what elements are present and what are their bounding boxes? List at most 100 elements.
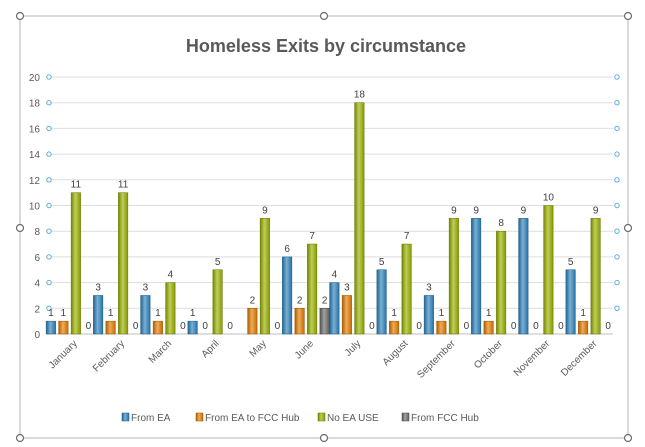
- bar[interactable]: [329, 282, 340, 335]
- data-label: 0: [464, 321, 470, 332]
- data-label: 1: [155, 308, 161, 319]
- bar[interactable]: [389, 320, 400, 335]
- data-label: 1: [486, 308, 492, 319]
- bar[interactable]: [319, 308, 330, 335]
- resize-handle[interactable]: [319, 433, 329, 443]
- data-label: 11: [118, 180, 129, 191]
- data-label: 6: [284, 244, 290, 255]
- data-label: 3: [344, 282, 350, 293]
- axis-marker: [614, 202, 620, 209]
- bar[interactable]: [247, 308, 258, 335]
- data-label: 18: [354, 90, 366, 101]
- data-label: 1: [61, 308, 67, 319]
- data-label: 0: [202, 321, 208, 332]
- bar[interactable]: [376, 269, 387, 335]
- resize-handle[interactable]: [623, 11, 633, 21]
- data-label: 2: [322, 295, 328, 306]
- bar[interactable]: [436, 320, 447, 335]
- data-label: 8: [498, 218, 504, 229]
- data-label: 1: [439, 308, 445, 319]
- data-label: 0: [605, 321, 611, 332]
- data-label: 7: [309, 231, 315, 242]
- bar[interactable]: [212, 269, 223, 335]
- legend-label: From FCC Hub: [411, 413, 479, 424]
- data-label: 4: [168, 270, 174, 281]
- data-label: 0: [133, 321, 139, 332]
- bar[interactable]: [58, 320, 69, 335]
- axis-marker: [614, 254, 620, 260]
- data-label: 0: [227, 321, 233, 332]
- chart-title: Homeless Exits by circumstance: [186, 36, 466, 56]
- data-label: 1: [190, 308, 196, 319]
- resize-handle[interactable]: [319, 11, 329, 21]
- axis-marker: [614, 228, 620, 234]
- bar[interactable]: [565, 269, 576, 335]
- bar[interactable]: [165, 282, 176, 335]
- bar[interactable]: [140, 295, 151, 335]
- bar[interactable]: [45, 320, 56, 335]
- data-label: 0: [558, 321, 564, 332]
- data-label: 4: [332, 270, 338, 281]
- y-tick-label: 6: [34, 253, 40, 264]
- data-label: 0: [86, 321, 92, 332]
- bar[interactable]: [282, 256, 293, 335]
- legend-swatch: [121, 412, 130, 422]
- resize-handle[interactable]: [15, 11, 25, 21]
- axis-marker: [46, 254, 52, 260]
- legend-label: From EA: [131, 413, 171, 424]
- resize-handle[interactable]: [15, 223, 25, 233]
- axis-marker: [46, 305, 52, 311]
- data-label: 1: [580, 308, 586, 319]
- axis-marker: [614, 279, 620, 286]
- axis-marker: [46, 74, 52, 80]
- bar[interactable]: [496, 230, 507, 335]
- axis-marker: [614, 100, 620, 106]
- axis-marker: [46, 151, 52, 157]
- bar[interactable]: [423, 295, 434, 335]
- bar[interactable]: [187, 320, 198, 335]
- bar[interactable]: [471, 218, 482, 335]
- chart-selection-frame[interactable]: [19, 15, 629, 439]
- bar[interactable]: [590, 218, 601, 335]
- bar[interactable]: [105, 320, 116, 335]
- y-tick-label: 10: [29, 202, 41, 213]
- bar[interactable]: [294, 308, 305, 335]
- data-label: 1: [108, 308, 114, 319]
- data-label: 5: [379, 257, 385, 268]
- axis-marker: [614, 74, 620, 80]
- bar[interactable]: [118, 192, 129, 335]
- bar[interactable]: [448, 218, 459, 335]
- bar[interactable]: [578, 320, 589, 335]
- bar[interactable]: [152, 320, 163, 335]
- y-tick-label: 16: [29, 124, 41, 135]
- bar[interactable]: [543, 205, 554, 335]
- data-label: 7: [404, 231, 410, 242]
- resize-handle[interactable]: [623, 223, 633, 233]
- data-label: 3: [95, 282, 101, 293]
- axis-marker: [614, 125, 620, 132]
- bar[interactable]: [259, 218, 270, 335]
- data-label: 9: [262, 205, 268, 216]
- axis-marker: [614, 305, 620, 311]
- data-label: 3: [426, 282, 432, 293]
- data-label: 0: [369, 321, 375, 332]
- bar[interactable]: [401, 243, 412, 335]
- bar[interactable]: [483, 320, 494, 335]
- bar[interactable]: [518, 218, 529, 335]
- legend-swatch: [317, 412, 326, 422]
- data-label: 2: [250, 295, 256, 306]
- data-label: 1: [391, 308, 397, 319]
- y-tick-label: 20: [29, 73, 41, 84]
- bar[interactable]: [93, 295, 104, 335]
- bar[interactable]: [354, 102, 365, 335]
- legend-swatch: [401, 412, 410, 422]
- legend-label: No EA USE: [327, 413, 379, 424]
- bar[interactable]: [70, 192, 81, 335]
- resize-handle[interactable]: [15, 433, 25, 443]
- axis-marker: [46, 177, 52, 183]
- data-label: 10: [543, 193, 555, 204]
- bar[interactable]: [341, 295, 352, 335]
- resize-handle[interactable]: [623, 433, 633, 443]
- bar[interactable]: [307, 243, 318, 335]
